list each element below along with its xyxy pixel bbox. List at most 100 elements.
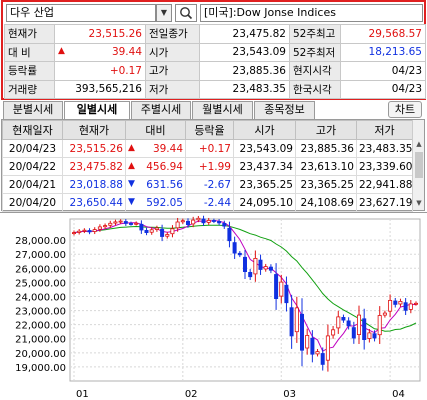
candle-body: [351, 327, 356, 339]
cell-date: 20/04/21: [2, 175, 63, 194]
candle-body: [103, 225, 108, 228]
quote-value: 393,565,216: [54, 79, 146, 99]
up-arrow-icon: ▲: [128, 142, 135, 153]
candle-body: [408, 303, 413, 310]
quote-value: 23,483.35: [199, 79, 290, 99]
quote-value: 23,885.36: [199, 61, 290, 81]
cell-close: 23,475.82: [62, 157, 126, 176]
col-date-header: 현재일자: [2, 120, 63, 140]
candle-body: [170, 228, 175, 235]
candle-body: [310, 337, 315, 355]
quote-label: 대 비: [4, 42, 55, 62]
candle-body: [398, 301, 403, 305]
search-button[interactable]: [175, 4, 197, 22]
quote-value-text: +0.17: [109, 64, 142, 77]
quote-value: 23,515.26: [54, 24, 146, 44]
scroll-down-icon[interactable]: ▼: [416, 199, 422, 207]
candle-body: [382, 312, 387, 316]
cell-low: 23,483.35: [356, 139, 413, 158]
col-low-header: 저가: [356, 120, 413, 140]
candle-body: [341, 317, 346, 321]
vertical-scrollbar[interactable]: ▲ ▼: [412, 120, 424, 210]
candle-body: [305, 335, 310, 349]
y-tick-label: 23,000.00: [15, 307, 66, 318]
x-tick-label: 01: [76, 389, 89, 400]
quote-value-text: 23,885.36: [232, 64, 286, 77]
candle-body: [87, 230, 92, 233]
tab-weekly-quotes[interactable]: 주별시세: [131, 101, 191, 119]
candle-body: [92, 229, 97, 232]
up-arrow-icon: ▲: [128, 160, 135, 171]
quote-label: 현재가: [4, 24, 55, 44]
candle-body: [72, 232, 77, 235]
quote-value: ▲ 39.44: [54, 42, 146, 62]
candle-body: [227, 227, 232, 242]
cell-change: ▲ 39.44: [125, 139, 186, 158]
quote-value: 04/23: [340, 61, 426, 81]
candle-body: [175, 221, 180, 229]
quote-value: 18,213.65: [340, 42, 426, 62]
table-row[interactable]: 20/04/22 23,475.82 ▲ 456.94 +1.99 23,437.34 23…: [2, 157, 413, 176]
quote-label: 고가: [145, 61, 200, 81]
candle-body: [134, 222, 139, 225]
quote-value-text: 393,565,216: [75, 83, 142, 96]
y-tick-label: 20,000.00: [15, 349, 66, 360]
quote-value-text: 29,568.57: [368, 27, 422, 40]
candle-body: [149, 229, 154, 233]
candle-body: [331, 329, 336, 336]
y-tick-label: 22,000.00: [15, 321, 66, 332]
candle-body: [108, 222, 113, 226]
tab-monthly-quotes[interactable]: 월별시세: [192, 101, 253, 119]
table-row[interactable]: 20/04/20 23,650.44 ▼ 592.05 -2.44 24,095.10 24…: [2, 193, 413, 212]
quote-row: 등락률 +0.17 고가 23,885.36 현지시각 04/23: [4, 61, 426, 81]
scroll-thumb[interactable]: [415, 152, 423, 178]
down-arrow-icon: ▼: [128, 196, 135, 207]
candle-body: [284, 284, 289, 304]
cell-change-text: 39.44: [152, 142, 183, 155]
table-row[interactable]: 20/04/21 23,018.88 ▼ 631.56 -2.67 23,365.25 23…: [2, 175, 413, 194]
candle-body: [413, 302, 418, 305]
quote-value-text: 04/23: [391, 64, 422, 77]
symbol-name-field[interactable]: 다우 산업: [6, 4, 156, 22]
candle-body: [237, 252, 242, 256]
tab-daily-quotes[interactable]: 일별시세: [64, 101, 130, 119]
table-row[interactable]: 20/04/23 23,515.26 ▲ 39.44 +0.17 23,543.09 23,…: [2, 139, 413, 158]
cell-open: 23,437.34: [233, 157, 296, 176]
y-tick-label: 21,000.00: [15, 335, 66, 346]
quote-label: 시가: [145, 42, 200, 62]
cell-open: 23,365.25: [233, 175, 296, 194]
plot-frame: [69, 218, 421, 382]
symbol-search-row: 다우 산업 ▼ [미국]:Dow Jonse Indices: [4, 3, 425, 23]
cell-close: 23,650.44: [62, 193, 126, 212]
y-tick-label: 27,000.00: [15, 250, 66, 261]
col-rate-header: 등락율: [185, 120, 234, 140]
cell-change-text: 456.94: [146, 160, 183, 173]
chevron-down-icon[interactable]: ▼: [156, 4, 172, 22]
price-chart[interactable]: 28,000.00 27,000.00 26,000.00 25,000.00 24,0…: [0, 212, 427, 400]
candle-body: [268, 266, 273, 271]
candle-body: [299, 313, 304, 351]
candle-body: [191, 219, 196, 225]
scroll-up-icon[interactable]: ▲: [416, 140, 422, 148]
cell-open: 24,095.10: [233, 193, 296, 212]
tab-stock-info[interactable]: 종목정보: [254, 101, 315, 119]
tab-minute-quotes[interactable]: 분별시세: [3, 101, 63, 119]
cell-change-text: 631.56: [146, 178, 183, 191]
y-tick-label: 24,000.00: [15, 292, 66, 303]
candle-body: [320, 353, 325, 365]
quote-value-text: 04/23: [391, 83, 422, 96]
candle-body: [274, 274, 279, 300]
candle-body: [144, 229, 149, 233]
quote-value: 23,475.82: [199, 24, 290, 44]
quote-label: 거래량: [4, 79, 55, 99]
candle-body: [154, 227, 159, 230]
candlestick-chart-svg: 28,000.00 27,000.00 26,000.00 25,000.00 24,0…: [15, 215, 421, 400]
quote-label: 전일종가: [145, 24, 200, 44]
quote-value-text: 39.44: [111, 46, 142, 59]
x-tick-label: 04: [392, 389, 405, 400]
candle-body: [118, 220, 123, 223]
chart-button[interactable]: 차트: [388, 101, 422, 118]
candle-body: [377, 315, 382, 336]
search-icon: [180, 7, 193, 20]
candle-body: [294, 307, 299, 333]
